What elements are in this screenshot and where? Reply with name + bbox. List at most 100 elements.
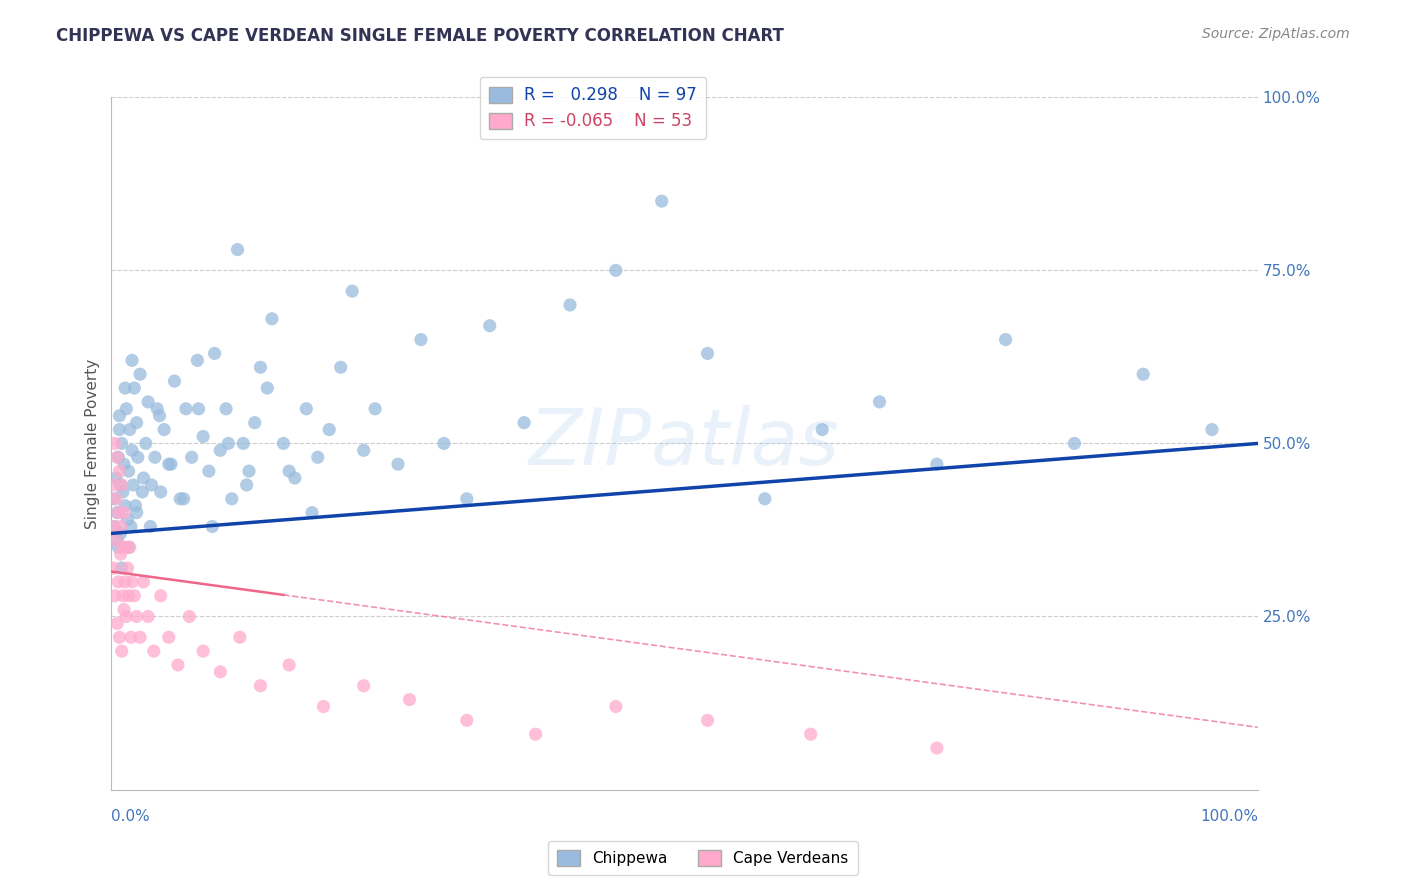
Point [111, 436, 134, 450]
Point [103, 478, 125, 492]
Point [103, 561, 125, 575]
Point [163, 374, 186, 388]
Point [318, 423, 340, 437]
Point [129, 630, 152, 644]
Point [198, 464, 221, 478]
Point [114, 541, 136, 555]
Point [149, 484, 172, 499]
Point [105, 533, 128, 548]
Point [329, 360, 352, 375]
Legend: R =   0.298    N = 97, R = -0.065    N = 53: R = 0.298 N = 97, R = -0.065 N = 53 [479, 78, 706, 139]
Point [157, 630, 180, 644]
Point [121, 353, 143, 368]
Point [108, 423, 131, 437]
Point [146, 401, 169, 416]
Point [994, 333, 1017, 347]
Point [101, 519, 124, 533]
Point [558, 298, 581, 312]
Point [104, 589, 127, 603]
Point [110, 547, 132, 561]
Point [811, 423, 834, 437]
Point [125, 609, 148, 624]
Point [110, 519, 132, 533]
Point [105, 506, 128, 520]
Point [107, 450, 129, 465]
Point [107, 574, 129, 589]
Point [605, 699, 627, 714]
Point [869, 395, 891, 409]
Point [135, 436, 157, 450]
Point [191, 644, 214, 658]
Point [118, 423, 141, 437]
Point [129, 367, 152, 381]
Point [131, 484, 153, 499]
Point [105, 533, 128, 548]
Point [107, 506, 129, 520]
Point [295, 401, 318, 416]
Point [524, 727, 547, 741]
Point [125, 506, 148, 520]
Point [217, 436, 239, 450]
Point [132, 471, 155, 485]
Legend: Chippewa, Cape Verdeans: Chippewa, Cape Verdeans [548, 841, 858, 875]
Point [456, 491, 478, 506]
Point [112, 506, 135, 520]
Point [108, 630, 131, 644]
Point [754, 491, 776, 506]
Point [111, 589, 134, 603]
Point [215, 401, 238, 416]
Point [1132, 367, 1154, 381]
Point [226, 243, 249, 257]
Point [139, 519, 162, 533]
Point [204, 346, 226, 360]
Point [167, 657, 190, 672]
Text: CHIPPEWA VS CAPE VERDEAN SINGLE FEMALE POVERTY CORRELATION CHART: CHIPPEWA VS CAPE VERDEAN SINGLE FEMALE P… [56, 27, 785, 45]
Point [243, 416, 266, 430]
Point [112, 602, 135, 616]
Point [651, 194, 673, 208]
Point [111, 484, 134, 499]
Point [110, 526, 132, 541]
Text: Source: ZipAtlas.com: Source: ZipAtlas.com [1202, 27, 1350, 41]
Point [136, 609, 159, 624]
Point [111, 561, 134, 575]
Point [1201, 423, 1223, 437]
Point [925, 457, 948, 471]
Point [221, 491, 243, 506]
Point [124, 499, 146, 513]
Point [125, 416, 148, 430]
Point [115, 609, 138, 624]
Point [232, 436, 254, 450]
Point [209, 443, 232, 458]
Text: ZIPatlas: ZIPatlas [529, 406, 839, 482]
Point [157, 457, 180, 471]
Point [191, 429, 214, 443]
Point [278, 464, 301, 478]
Point [105, 450, 128, 465]
Text: 100.0%: 100.0% [1199, 809, 1258, 823]
Point [141, 478, 163, 492]
Point [117, 541, 139, 555]
Point [187, 401, 209, 416]
Point [136, 395, 159, 409]
Point [114, 381, 136, 395]
Point [284, 471, 307, 485]
Point [478, 318, 501, 333]
Point [115, 401, 138, 416]
Point [104, 436, 127, 450]
Point [105, 491, 128, 506]
Point [110, 478, 132, 492]
Point [120, 519, 142, 533]
Point [111, 478, 134, 492]
Point [105, 471, 128, 485]
Point [124, 589, 146, 603]
Point [409, 333, 432, 347]
Point [114, 574, 136, 589]
Point [160, 457, 183, 471]
Point [108, 464, 131, 478]
Point [256, 381, 278, 395]
Point [111, 644, 134, 658]
Point [104, 519, 127, 533]
Point [107, 541, 129, 555]
Point [353, 443, 375, 458]
